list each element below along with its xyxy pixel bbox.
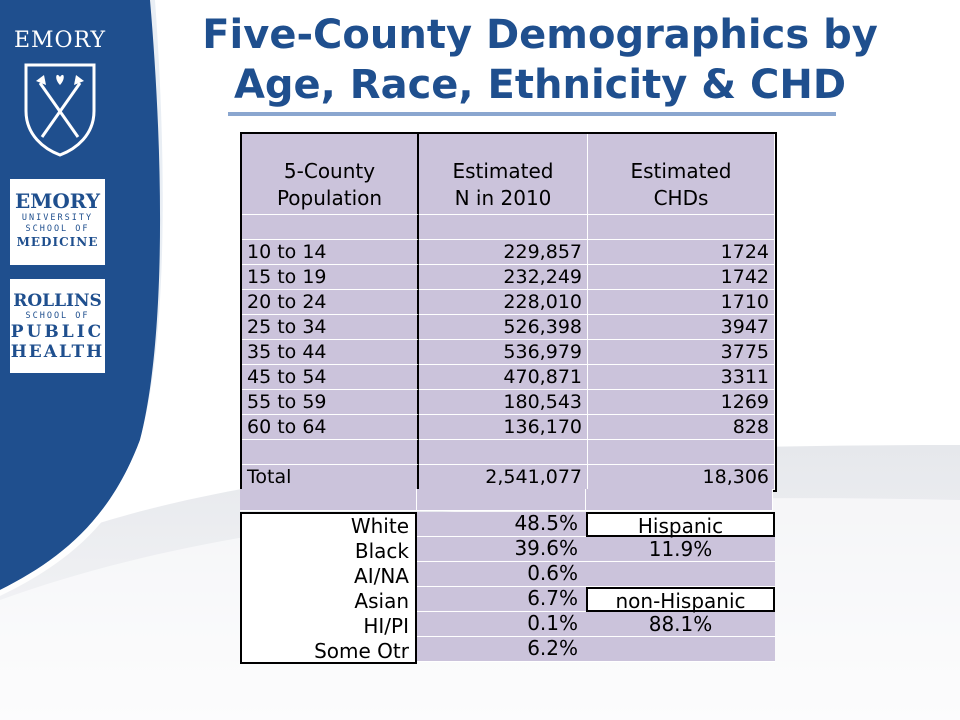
ethnicity-spacer-cell: [586, 562, 775, 587]
slide-title: Five-County Demographics by Age, Race, E…: [172, 10, 908, 110]
race-value: 48.5%: [417, 512, 586, 537]
table-cell-n: 136,170: [419, 415, 588, 440]
medicine-logo-line1: EMORY: [14, 189, 101, 213]
emory-shield-icon: [24, 63, 96, 157]
race-label-column: White Black AI/NA Asian HI/PI Some Otr: [240, 512, 417, 664]
title-underline: [228, 112, 836, 116]
table-cell-chd: 1269: [588, 390, 775, 415]
header-estimated-chds-line2: CHDs: [653, 186, 709, 210]
table-cell-age: 55 to 59: [242, 390, 419, 415]
header-estimated-chds: Estimated CHDs: [588, 134, 775, 215]
table-cell-n: 180,543: [419, 390, 588, 415]
age-chd-table: 5-County Population Estimated N in 2010 …: [240, 132, 777, 492]
table-cell-total-n: 2,541,077: [419, 465, 588, 490]
table-cell-n: 536,979: [419, 340, 588, 365]
race-label: HI/PI: [363, 614, 409, 638]
race-label: Black: [354, 539, 409, 563]
medicine-logo-line3: SCHOOL OF: [25, 224, 90, 234]
table-cell-age: 45 to 54: [242, 365, 419, 390]
header-population-line1: 5-County: [283, 159, 376, 183]
table-cell-chd: [588, 215, 775, 240]
public-health-logo-line4: HEALTH: [10, 342, 105, 362]
table-cell-chd: 1724: [588, 240, 775, 265]
ethnicity-spacer-cell: [586, 637, 775, 662]
table-cell-age: 35 to 44: [242, 340, 419, 365]
non-hispanic-value: 88.1%: [586, 612, 775, 637]
public-health-logo: ROLLINS SCHOOL OF PUBLIC HEALTH: [10, 279, 105, 373]
table-cell-n: 526,398: [419, 315, 588, 340]
table-cell-n: 470,871: [419, 365, 588, 390]
medicine-logo-line2: UNIVERSITY: [21, 213, 94, 223]
header-population-line2: Population: [276, 186, 383, 210]
table-cell-age: [242, 215, 419, 240]
table-cell-chd: [588, 440, 775, 465]
table-cell-age: 15 to 19: [242, 265, 419, 290]
spacer-row: [240, 489, 773, 511]
race-value: 0.1%: [417, 612, 586, 637]
public-health-logo-line2: SCHOOL OF: [25, 311, 90, 321]
table-cell-age: 10 to 14: [242, 240, 419, 265]
header-estimated-n-line2: N in 2010: [454, 186, 552, 210]
spacer-cell: [586, 489, 773, 511]
table-cell-chd: 828: [588, 415, 775, 440]
table-cell-chd: 1710: [588, 290, 775, 315]
medicine-logo-line4: MEDICINE: [16, 235, 99, 249]
race-label: Asian: [354, 589, 409, 613]
table-cell-n: 228,010: [419, 290, 588, 315]
table-cell-chd: 3947: [588, 315, 775, 340]
race-value: 39.6%: [417, 537, 586, 562]
public-health-logo-line1: ROLLINS: [13, 291, 102, 311]
title-line-2: Age, Race, Ethnicity & CHD: [233, 62, 847, 108]
race-value-column: 48.5% 39.6% 0.6% 6.7% 0.1% 6.2%: [417, 512, 586, 662]
table-cell-n: 229,857: [419, 240, 588, 265]
ethnicity-column: Hispanic 11.9% non-Hispanic 88.1%: [586, 512, 775, 662]
hispanic-value: 11.9%: [586, 537, 775, 562]
title-line-1: Five-County Demographics by: [202, 12, 878, 58]
table-cell-age: [242, 440, 419, 465]
spacer-cell: [417, 489, 586, 511]
table-cell-chd: 1742: [588, 265, 775, 290]
non-hispanic-label: non-Hispanic: [586, 587, 775, 613]
header-estimated-n: Estimated N in 2010: [419, 134, 588, 215]
emory-wordmark: EMORY: [13, 28, 107, 53]
race-label: AI/NA: [354, 564, 409, 588]
race-label: Some Otr: [314, 639, 409, 663]
emory-logo: EMORY: [8, 28, 112, 163]
table-cell-n: [419, 440, 588, 465]
race-ethnicity-table: White Black AI/NA Asian HI/PI Some Otr 4…: [240, 512, 775, 664]
table-cell-chd: 3775: [588, 340, 775, 365]
race-value: 0.6%: [417, 562, 586, 587]
spacer-cell: [240, 489, 417, 511]
race-value: 6.2%: [417, 637, 586, 662]
table-cell-n: [419, 215, 588, 240]
table-cell-chd: 3311: [588, 365, 775, 390]
table-cell-n: 232,249: [419, 265, 588, 290]
table-cell-age: 25 to 34: [242, 315, 419, 340]
header-population: 5-County Population: [242, 134, 419, 215]
race-value: 6.7%: [417, 587, 586, 612]
public-health-logo-line3: PUBLIC: [10, 322, 105, 342]
school-of-medicine-logo: EMORY UNIVERSITY SCHOOL OF MEDICINE: [10, 179, 105, 265]
race-label: White: [350, 514, 409, 538]
table-cell-age: 20 to 24: [242, 290, 419, 315]
table-cell-total-chd: 18,306: [588, 465, 775, 490]
table-cell-age: 60 to 64: [242, 415, 419, 440]
header-estimated-n-line1: Estimated: [452, 159, 554, 183]
table-cell-total-label: Total: [242, 465, 419, 490]
hispanic-label: Hispanic: [586, 512, 775, 538]
header-estimated-chds-line1: Estimated: [630, 159, 732, 183]
